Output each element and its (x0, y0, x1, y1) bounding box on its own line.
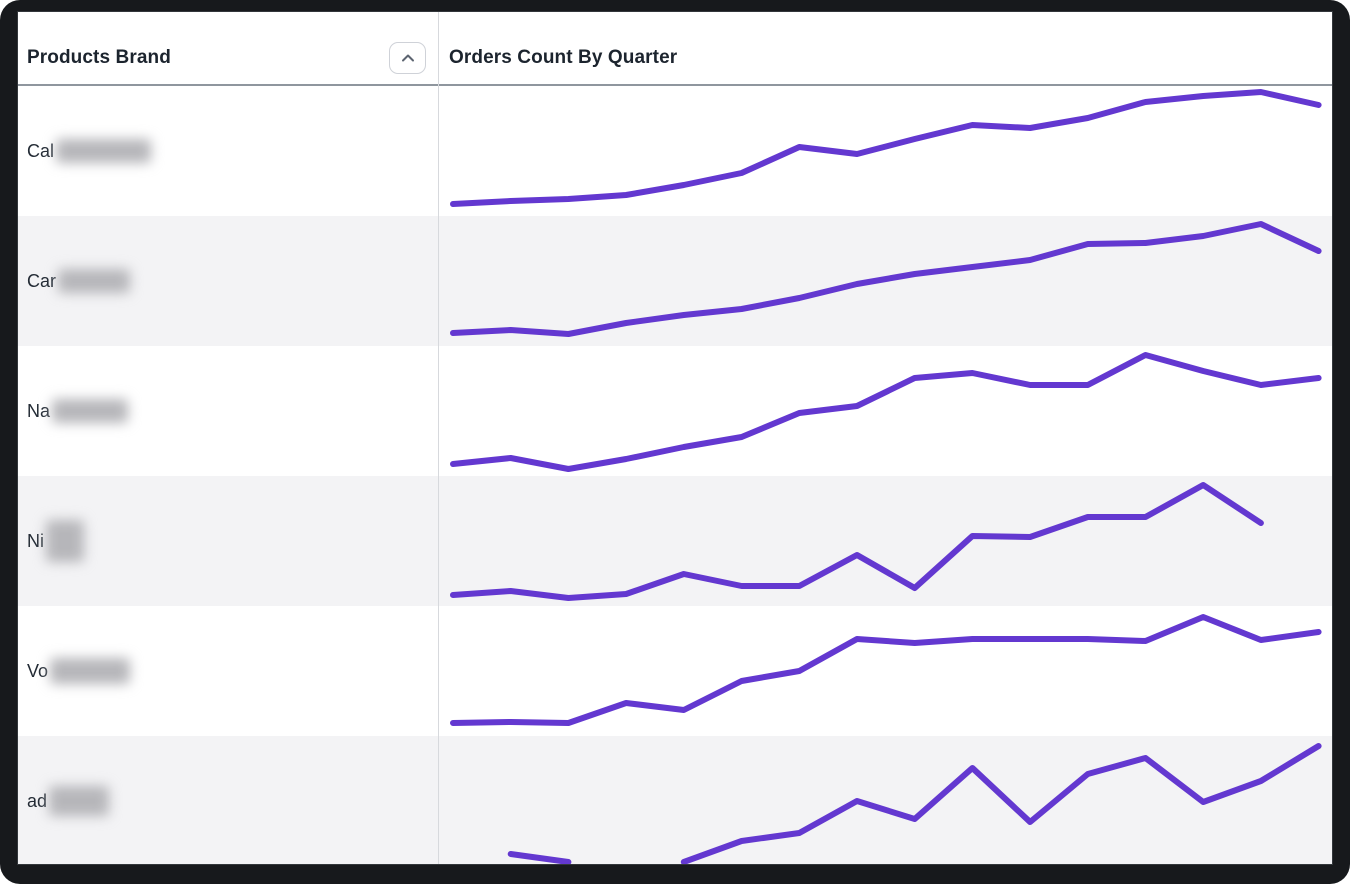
brand-label: Na (27, 399, 129, 423)
redacted-text-blur (50, 658, 131, 684)
sort-button[interactable] (389, 42, 426, 74)
brand-label: Cal (27, 139, 152, 163)
sparkline-cell (438, 216, 1332, 346)
chevron-up-icon (401, 53, 415, 63)
redacted-text-blur (56, 139, 152, 163)
orders-sparkline (450, 482, 1264, 601)
table-row: ad (18, 736, 1332, 864)
brand-cell: Car (18, 216, 438, 346)
brand-cell: ad (18, 736, 438, 864)
table-panel: Products Brand Orders Count By Quarter C… (18, 12, 1332, 864)
brand-cell: Na (18, 346, 438, 476)
table-row: Na (18, 346, 1332, 476)
sparkline-cell (438, 606, 1332, 736)
orders-count-column-header: Orders Count By Quarter (449, 47, 678, 68)
table-row: Vo (18, 606, 1332, 736)
sparkline-cell (438, 86, 1332, 216)
header-cell-products-brand[interactable]: Products Brand (18, 12, 438, 84)
orders-sparkline (450, 352, 1322, 472)
orders-sparkline (507, 743, 1322, 864)
brand-label-visible-text: Vo (27, 660, 49, 681)
sparkline-cell (438, 736, 1332, 864)
table-row: Cal (18, 86, 1332, 216)
orders-sparkline (450, 89, 1322, 207)
redacted-text-blur (46, 520, 84, 562)
brand-label-visible-text: Na (27, 400, 51, 421)
orders-sparkline (450, 221, 1322, 337)
brand-label-visible-text: Cal (27, 140, 55, 161)
sparkline-cell (438, 346, 1332, 476)
brand-label: ad (27, 786, 110, 816)
brand-label: Car (27, 269, 131, 293)
brand-label-visible-text: Car (27, 270, 57, 291)
brand-cell: Cal (18, 86, 438, 216)
products-brand-column-header: Products Brand (27, 47, 171, 68)
brand-cell: Vo (18, 606, 438, 736)
table-row: Car (18, 216, 1332, 346)
brand-label: Ni (27, 520, 84, 562)
header-cell-orders-count: Orders Count By Quarter (438, 12, 1332, 84)
brand-label: Vo (27, 658, 131, 684)
brand-label-visible-text: Ni (27, 530, 44, 551)
table-body: Cal Car Na Ni Vo ad (18, 86, 1332, 864)
redacted-text-blur (58, 269, 131, 293)
table-row: Ni (18, 476, 1332, 606)
redacted-text-blur (49, 786, 110, 816)
orders-sparkline (450, 614, 1322, 726)
redacted-text-blur (52, 399, 129, 423)
brand-label-visible-text: ad (27, 790, 48, 811)
sparkline-cell (438, 476, 1332, 606)
table-header: Products Brand Orders Count By Quarter (18, 12, 1332, 86)
brand-cell: Ni (18, 476, 438, 606)
column-divider (438, 12, 439, 864)
